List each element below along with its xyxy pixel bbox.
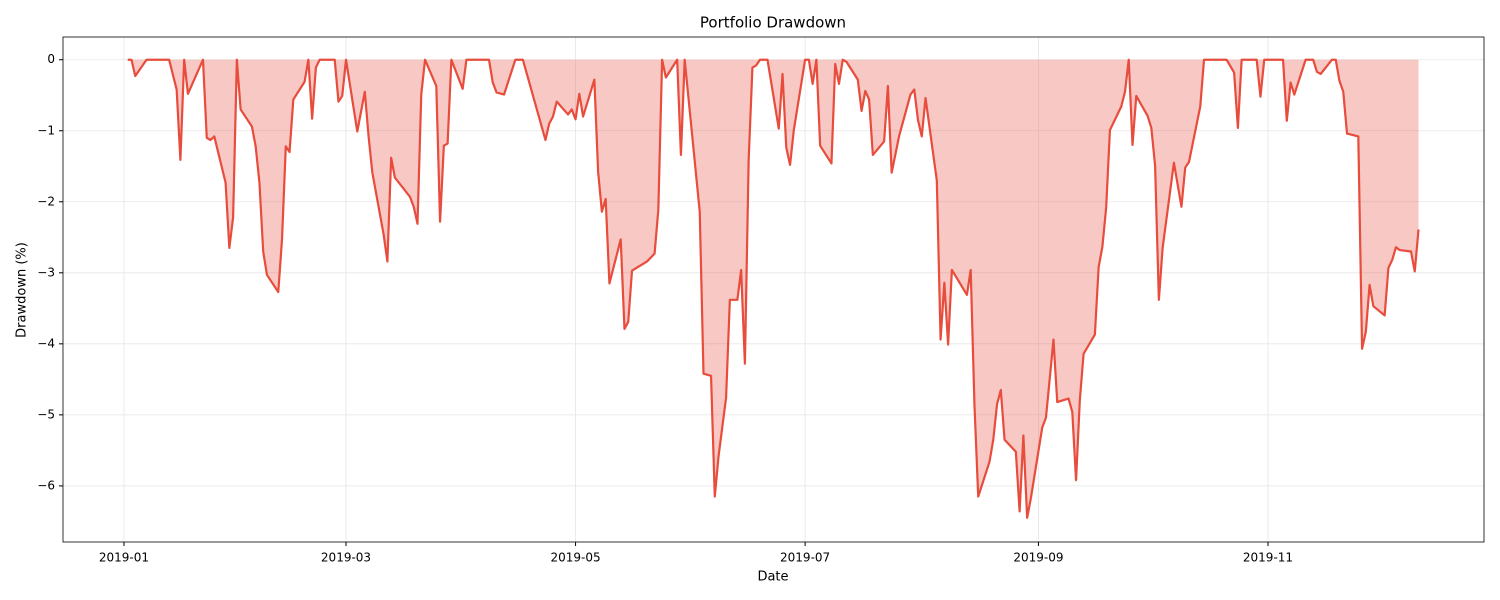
x-tick-label: 2019-01 <box>99 551 149 565</box>
x-tick-label: 2019-05 <box>550 551 600 565</box>
y-tick-label: −5 <box>37 407 55 421</box>
y-tick-label: −1 <box>37 123 55 137</box>
x-tick-label: 2019-03 <box>321 551 371 565</box>
y-tick-label: −6 <box>37 478 55 492</box>
chart-title: Portfolio Drawdown <box>700 14 846 32</box>
y-tick-label: −2 <box>37 194 55 208</box>
y-axis-label: Drawdown (%) <box>15 242 30 338</box>
x-axis-label: Date <box>757 570 788 585</box>
plot-frame <box>62 36 1485 543</box>
x-tick-label: 2019-07 <box>780 551 830 565</box>
x-tick-label: 2019-09 <box>1013 551 1063 565</box>
y-tick-label: −3 <box>37 265 55 279</box>
x-tick-label: 2019-11 <box>1243 551 1293 565</box>
drawdown-line <box>127 58 1420 519</box>
y-tick-label: −4 <box>37 336 55 350</box>
y-tick-label: 0 <box>47 52 55 66</box>
drawdown-area <box>127 59 1419 518</box>
